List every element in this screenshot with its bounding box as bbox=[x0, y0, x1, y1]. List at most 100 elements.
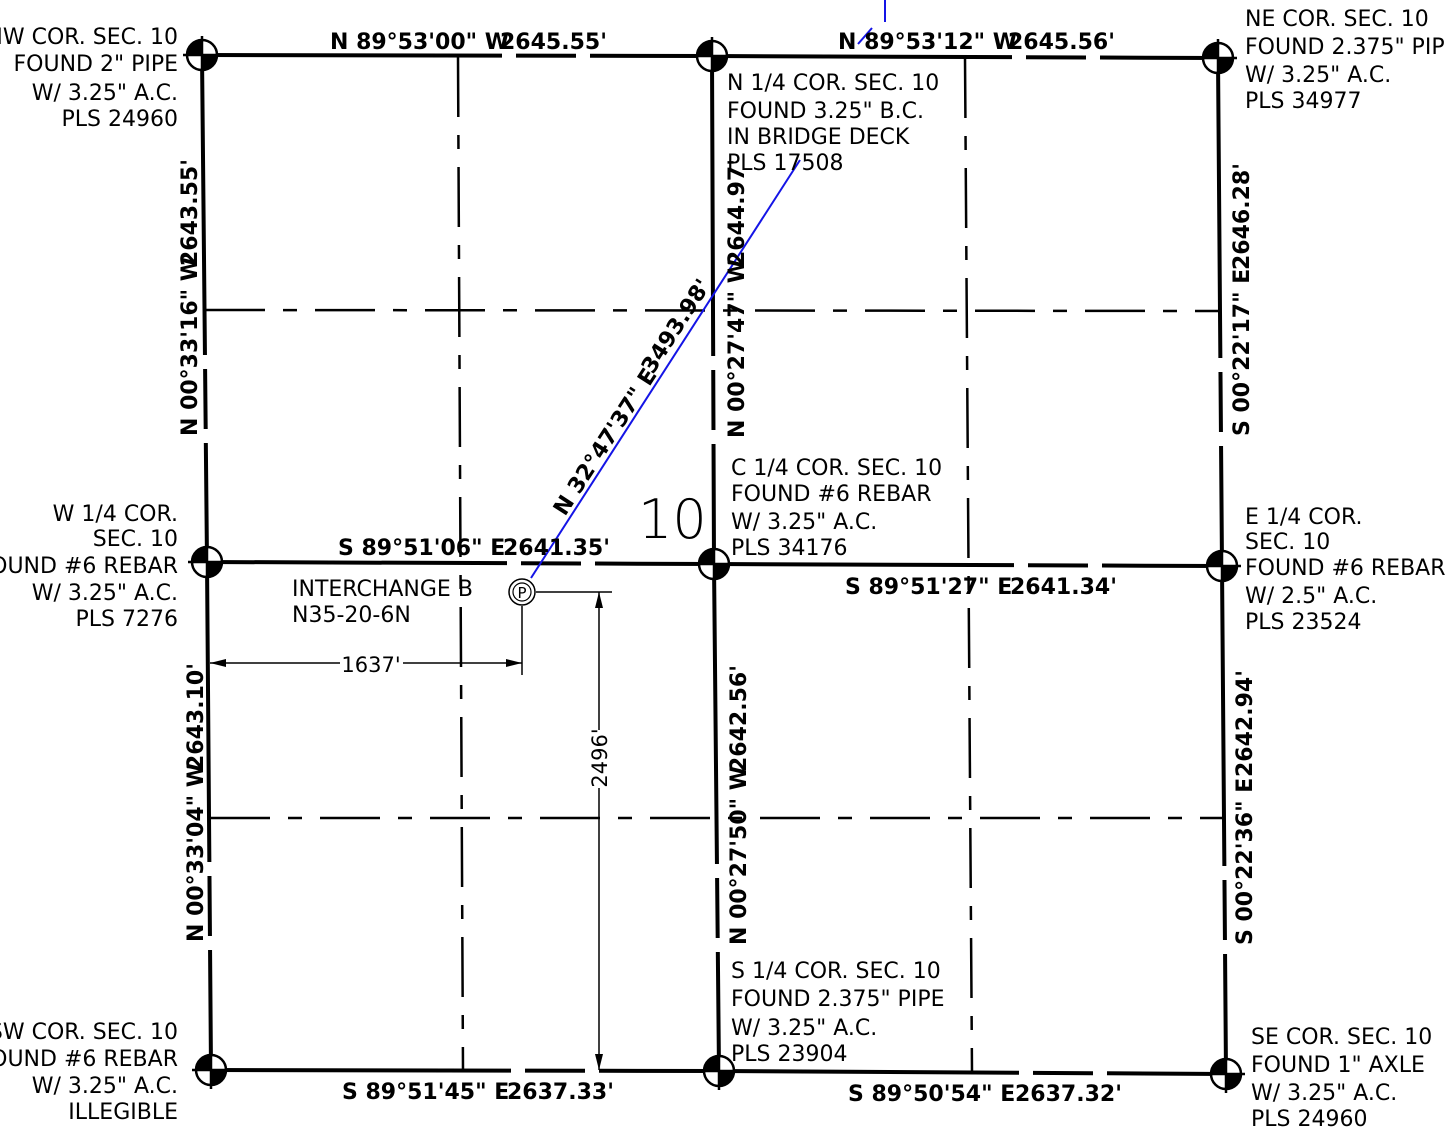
note-w-line-5: PLS 7276 bbox=[76, 607, 178, 632]
dist-east-north: 2646.28' bbox=[1230, 163, 1255, 270]
note-n-line-2: FOUND 3.25" B.C. bbox=[727, 99, 924, 124]
note-w: W 1/4 COR. SEC. 10 FOUND #6 REBAR W/ 3.2… bbox=[0, 502, 178, 632]
note-n-line-3: IN BRIDGE DECK bbox=[727, 125, 910, 150]
note-s-line-3: W/ 3.25" A.C. bbox=[731, 1016, 877, 1041]
dist-south-west: 2637.33' bbox=[507, 1080, 614, 1105]
section-number: 10 bbox=[638, 488, 707, 551]
note-nw: NW COR. SEC. 10 FOUND 2" PIPE W/ 3.25" A… bbox=[0, 25, 178, 132]
note-nw-line-4: PLS 24960 bbox=[62, 107, 178, 132]
monument-c-icon bbox=[695, 545, 733, 583]
dist-west-north: 2643.55' bbox=[178, 159, 203, 266]
dist-north-west: 2645.55' bbox=[500, 30, 607, 55]
note-se: SE COR. SEC. 10 FOUND 1" AXLE W/ 3.25" A… bbox=[1251, 1025, 1432, 1128]
center-line-north bbox=[710, 55, 716, 565]
note-sw-line-1: SW COR. SEC. 10 bbox=[0, 1020, 178, 1045]
monument-ne-icon bbox=[1199, 39, 1237, 77]
note-e-line-3: FOUND #6 REBAR bbox=[1245, 556, 1445, 581]
note-e-line-2: SEC. 10 bbox=[1245, 530, 1330, 555]
note-s-line-1: S 1/4 COR. SEC. 10 bbox=[731, 959, 941, 984]
note-c-line-1: C 1/4 COR. SEC. 10 bbox=[731, 456, 942, 481]
center-line-south bbox=[712, 563, 721, 1072]
note-e-line-1: E 1/4 COR. bbox=[1245, 505, 1362, 530]
note-e-line-4: W/ 2.5" A.C. bbox=[1245, 584, 1377, 609]
dim-y-arrow-top bbox=[595, 592, 603, 608]
bearing-north-west: N 89°53'00" W bbox=[330, 30, 509, 55]
note-c-line-3: W/ 3.25" A.C. bbox=[731, 510, 877, 535]
note-se-line-3: W/ 3.25" A.C. bbox=[1251, 1081, 1397, 1106]
note-c: C 1/4 COR. SEC. 10 FOUND #6 REBAR W/ 3.2… bbox=[731, 456, 942, 561]
sixteenth-lines bbox=[204, 56, 1225, 1073]
note-ne: NE COR. SEC. 10 FOUND 2.375" PIPE W/ 3.2… bbox=[1245, 7, 1445, 114]
point-label: INTERCHANGE B bbox=[292, 577, 473, 602]
note-nw-line-3: W/ 3.25" A.C. bbox=[32, 81, 178, 106]
monument-nw-icon bbox=[183, 36, 221, 74]
east-sixteenth-line bbox=[963, 57, 974, 1073]
note-e: E 1/4 COR. SEC. 10 FOUND #6 REBAR W/ 2.5… bbox=[1245, 505, 1445, 635]
bearing-north-east: N 89°53'12" W bbox=[838, 30, 1017, 55]
south-line-west bbox=[210, 1068, 720, 1073]
monument-n-icon bbox=[693, 37, 731, 75]
note-ne-line-4: PLS 34977 bbox=[1245, 89, 1361, 114]
south-line-east bbox=[718, 1069, 1227, 1076]
note-c-line-4: PLS 34176 bbox=[731, 536, 847, 561]
note-ne-line-1: NE COR. SEC. 10 bbox=[1245, 7, 1429, 32]
dim-x-arrow-left bbox=[210, 659, 226, 667]
monument-e-icon bbox=[1203, 547, 1241, 585]
corner-notes: NW COR. SEC. 10 FOUND 2" PIPE W/ 3.25" A… bbox=[0, 7, 1445, 1128]
monument-w-icon bbox=[188, 543, 226, 581]
point-symbol-letter: P bbox=[517, 584, 526, 602]
mid-line-west bbox=[206, 560, 715, 566]
note-w-line-3: FOUND #6 REBAR bbox=[0, 554, 178, 579]
dist-center-north: 2644.97' bbox=[725, 159, 750, 266]
bearing-center-north: N 00°27'47" W bbox=[725, 259, 750, 438]
note-n-line-1: N 1/4 COR. SEC. 10 bbox=[727, 71, 939, 96]
note-sw: SW COR. SEC. 10 FOUND #6 REBAR W/ 3.25" … bbox=[0, 1020, 178, 1125]
bearing-mid-east: S 89°51'27" E bbox=[845, 575, 1012, 600]
dimension-lines bbox=[210, 591, 612, 1070]
bearing-south-east: S 89°50'54" E bbox=[848, 1082, 1015, 1107]
section-lines bbox=[200, 53, 1228, 1076]
note-se-line-4: PLS 24960 bbox=[1251, 1107, 1367, 1128]
dist-south-east: 2637.32' bbox=[1015, 1082, 1122, 1107]
tie-line-segment bbox=[530, 159, 801, 579]
dim-x-arrow-right bbox=[506, 659, 522, 667]
dim-y-arrow-bottom bbox=[595, 1054, 603, 1070]
note-sw-line-4: ILLEGIBLE bbox=[68, 1100, 178, 1125]
dist-mid-west: 2641.35' bbox=[503, 536, 610, 561]
mid-line-east bbox=[713, 562, 1223, 568]
note-se-line-1: SE COR. SEC. 10 bbox=[1251, 1025, 1432, 1050]
note-ne-line-3: W/ 3.25" A.C. bbox=[1245, 63, 1391, 88]
note-w-line-1: W 1/4 COR. bbox=[53, 502, 178, 527]
note-w-line-2: SEC. 10 bbox=[93, 527, 178, 552]
bearing-south-west: S 89°51'45" E bbox=[342, 1080, 509, 1105]
note-w-line-4: W/ 3.25" A.C. bbox=[32, 581, 178, 606]
bearing-west-north: N 00°33'16" W bbox=[178, 257, 203, 436]
dist-east-south: 2642.94' bbox=[1233, 670, 1258, 777]
dist-north-east: 2645.56' bbox=[1008, 30, 1115, 55]
point-code: N35-20-6N bbox=[292, 603, 411, 628]
note-sw-line-2: FOUND #6 REBAR bbox=[0, 1047, 178, 1072]
monument-sw-icon bbox=[192, 1051, 230, 1089]
east-line-north bbox=[1216, 57, 1224, 567]
dist-center-south: 2642.56' bbox=[727, 665, 752, 772]
note-c-line-2: FOUND #6 REBAR bbox=[731, 482, 932, 507]
horizontal-bearings: N 89°53'00" W 2645.55' N 89°53'12" W 264… bbox=[330, 30, 1122, 1107]
bearing-mid-west: S 89°51'06" E bbox=[338, 536, 505, 561]
tie-line-labels: N 32°47'37" E 3493.98' bbox=[549, 275, 716, 520]
offset-x-label: 1637' bbox=[341, 653, 400, 677]
note-s-line-4: PLS 23904 bbox=[731, 1042, 847, 1067]
tie-line bbox=[530, 0, 886, 579]
offset-y-label: 2496' bbox=[588, 728, 612, 787]
note-sw-line-3: W/ 3.25" A.C. bbox=[32, 1074, 178, 1099]
note-n: N 1/4 COR. SEC. 10 FOUND 3.25" B.C. IN B… bbox=[727, 71, 939, 176]
point-p-symbol: P bbox=[508, 578, 536, 606]
monument-s-icon bbox=[700, 1052, 738, 1090]
note-ne-line-2: FOUND 2.375" PIPE bbox=[1245, 35, 1445, 60]
west-line-south bbox=[205, 561, 213, 1071]
west-sixteenth-line bbox=[456, 56, 465, 1071]
note-se-line-2: FOUND 1" AXLE bbox=[1251, 1053, 1425, 1078]
point-labels: INTERCHANGE B N35-20-6N 1637' 2496' bbox=[292, 577, 612, 788]
leader-line-n bbox=[857, 27, 873, 45]
